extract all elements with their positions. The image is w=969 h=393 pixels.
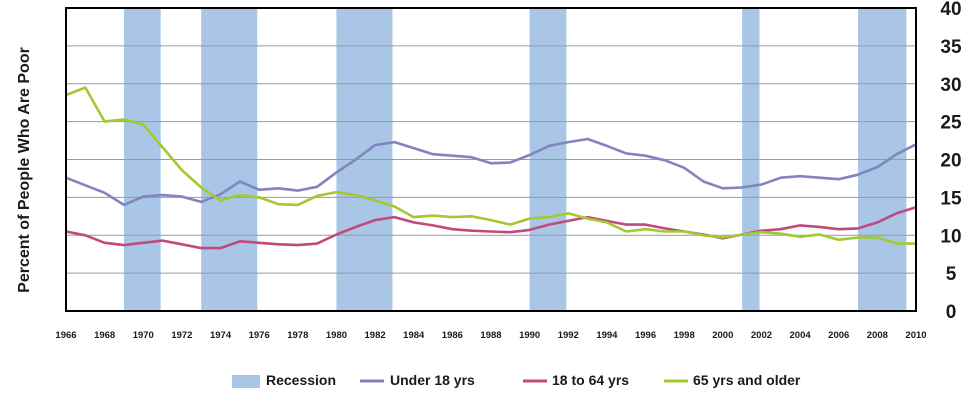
y-tick-label: 15 (940, 188, 962, 209)
x-tick-label: 2010 (905, 330, 926, 341)
legend: Recession Under 18 yrs 18 to 64 yrs 65 yrs … (232, 372, 801, 388)
x-tick-label: 1982 (365, 330, 386, 341)
legend-label: 65 yrs and older (693, 372, 801, 388)
y-tick-label: 25 (940, 113, 962, 134)
gridlines (66, 45, 916, 274)
x-tick-label: 1976 (249, 330, 270, 341)
x-tick-label: 1996 (635, 330, 656, 341)
x-tick-label: 1992 (558, 330, 579, 341)
y-tick-label: 5 (946, 264, 957, 285)
series-line (65, 86, 916, 245)
x-tick-label: 2000 (712, 330, 733, 341)
x-tick-label: 1990 (519, 330, 540, 341)
x-tick-label: 2002 (751, 330, 772, 341)
y-axis-label: Percent of People Who Are Poor (16, 47, 33, 293)
x-tick-label: 1968 (94, 330, 115, 341)
x-tick-label: 1972 (171, 330, 192, 341)
y-tick-label: 10 (940, 226, 961, 247)
x-tick-label: 1998 (674, 330, 695, 341)
y-tick-labels: 0 5 10 15 20 25 30 35 40 (940, 0, 962, 323)
x-tick-label: 1984 (403, 330, 425, 341)
legend-label: Under 18 yrs (390, 372, 475, 388)
x-tick-label: 2004 (790, 330, 812, 341)
legend-label: 18 to 64 yrs (552, 372, 629, 388)
x-tick-label: 1978 (287, 330, 308, 341)
y-tick-label: 0 (946, 302, 957, 323)
x-tick-label: 2008 (867, 330, 888, 341)
x-tick-labels: 1966 1968 1970 1972 1974 1976 1978 1980 1982 1984… (55, 330, 926, 341)
y-tick-label: 40 (940, 0, 961, 20)
plot-frame (65, 7, 917, 312)
x-tick-label: 1980 (326, 330, 347, 341)
series-line (65, 137, 917, 207)
x-tick-label: 1986 (442, 330, 463, 341)
x-tick-label: 2006 (828, 330, 849, 341)
legend-label: Recession (266, 372, 336, 388)
x-tick-label: 1988 (480, 330, 501, 341)
y-tick-label: 20 (940, 151, 961, 172)
series-line (65, 205, 917, 250)
y-tick-label: 35 (940, 37, 962, 58)
x-tick-label: 1970 (133, 330, 154, 341)
x-tick-label: 1966 (55, 330, 76, 341)
series-lines (65, 86, 917, 250)
legend-swatch-recession (232, 375, 260, 388)
x-tick-label: 1974 (210, 330, 232, 341)
x-tick-label: 1994 (596, 330, 618, 341)
y-tick-label: 30 (940, 75, 961, 96)
